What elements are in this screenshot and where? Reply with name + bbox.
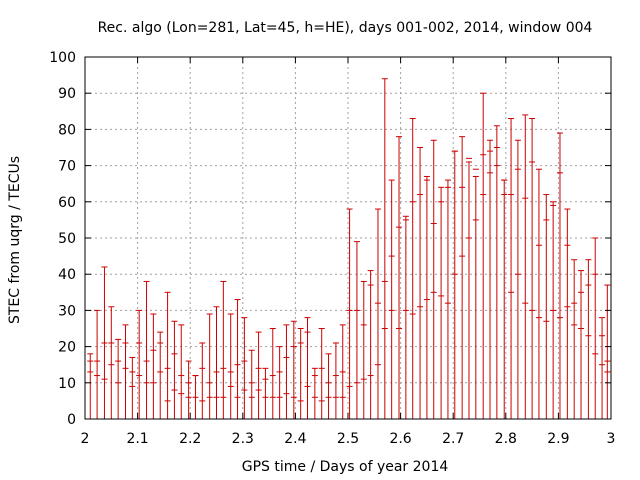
data-series — [87, 78, 611, 419]
x-tick-label: 2.4 — [284, 431, 306, 447]
x-tick-label: 2.3 — [232, 431, 254, 447]
x-axis-label: GPS time / Days of year 2014 — [242, 459, 449, 475]
y-tick-label: 100 — [49, 50, 76, 66]
y-tick-label: 60 — [58, 195, 76, 211]
x-tick-label: 2.6 — [389, 431, 411, 447]
y-tick-label: 50 — [58, 231, 76, 247]
x-tick-label: 3 — [607, 431, 616, 447]
y-tick-label: 30 — [58, 303, 76, 319]
y-tick-label: 40 — [58, 267, 76, 283]
x-tick-label: 2.1 — [126, 431, 148, 447]
x-tick-label: 2 — [81, 431, 90, 447]
x-tick-label: 2.5 — [337, 431, 359, 447]
y-tick-labels: 0 10 20 30 40 50 60 70 80 90 100 — [49, 50, 76, 428]
series-stec-with-error-bars-lower-bound-0- — [87, 78, 611, 419]
x-tick-label: 2.8 — [495, 431, 517, 447]
y-tick-label: 90 — [58, 86, 76, 102]
x-tick-label: 2.9 — [547, 431, 569, 447]
x-tick-label: 2.7 — [442, 431, 464, 447]
x-tick-label: 2.2 — [179, 431, 201, 447]
y-axis-label: STEC from uqrg / TECUs — [7, 156, 23, 324]
x-tick-labels: 2 2.1 2.2 2.3 2.4 2.5 2.6 2.7 2.8 2.9 3 — [81, 431, 616, 447]
y-tick-label: 70 — [58, 159, 76, 175]
grid-lines — [85, 57, 611, 419]
y-tick-label: 20 — [58, 340, 76, 356]
y-tick-label: 0 — [67, 412, 76, 428]
y-tick-label: 10 — [58, 376, 76, 392]
y-tick-label: 80 — [58, 122, 76, 138]
chart-title: Rec. algo (Lon=281, Lat=45, h=HE), days … — [98, 20, 593, 36]
axis-ticks — [84, 56, 612, 420]
